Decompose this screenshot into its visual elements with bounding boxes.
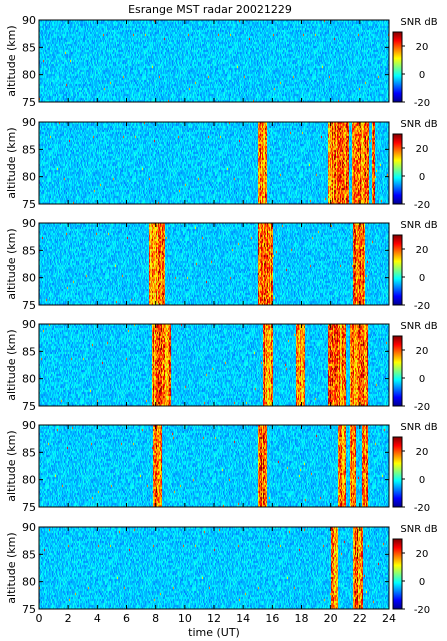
y-tick-label: 80 [22,171,36,184]
colorbar-label: SNR dB [400,422,437,433]
y-tick-label: 85 [22,345,36,358]
y-tick-label: 90 [22,217,36,230]
x-tick-label: 0 [36,612,43,625]
y-axis-label: altitude (km) [5,430,18,501]
y-axis-label: altitude (km) [5,532,18,603]
panel-3: 75 80 85 90 altitude (km) SNR dB -20 0 20 [5,217,438,312]
y-tick-label: 75 [22,501,36,514]
y-tick-label: 80 [22,272,36,285]
heatmap-panel-2 [39,122,389,204]
x-tick-label: 14 [236,612,250,625]
x-tick-label: 18 [295,612,309,625]
colorbar-label: SNR dB [400,524,437,535]
colorbar-tick-label: -20 [414,402,430,413]
colorbar-tick-label: 0 [419,475,425,486]
y-tick-label: 85 [22,548,36,561]
y-axis-label: altitude (km) [5,25,18,96]
colorbar-tick-label: 20 [416,549,429,560]
y-tick-label: 75 [22,198,36,211]
colorbar-tick-label: -20 [414,605,430,616]
x-tick-label: 20 [324,612,338,625]
panel-4: 75 80 85 90 altitude (km) SNR dB -20 0 20 [5,318,438,413]
y-tick-label: 75 [22,96,36,109]
y-tick-label: 75 [22,603,36,616]
y-tick-label: 85 [22,244,36,257]
panel-1: 75 80 85 90 altitude (km) SNR dB -20 0 20 [5,14,438,109]
colorbar-tick-label: 0 [419,273,425,284]
y-tick-label: 90 [22,521,36,534]
y-tick-label: 80 [22,373,36,386]
y-axis-label: altitude (km) [5,228,18,299]
y-tick-label: 90 [22,14,36,27]
x-tick-label: 12 [207,612,221,625]
colorbar [392,335,403,407]
y-tick-label: 90 [22,419,36,432]
x-axis-label: time (UT) [188,626,240,639]
heatmap-panel-5 [39,425,389,507]
panel-2: 75 80 85 90 altitude (km) SNR dB -20 0 20 [5,116,438,211]
y-tick-label: 85 [22,143,36,156]
x-tick-label: 4 [94,612,101,625]
colorbar [392,31,403,103]
colorbar-tick-label: -20 [414,301,430,312]
colorbar-tick-label: -20 [414,98,430,109]
y-axis-label: altitude (km) [5,127,18,198]
y-tick-label: 85 [22,41,36,54]
colorbar [392,538,403,610]
colorbar-label: SNR dB [400,119,437,130]
panel-5: 75 80 85 90 altitude (km) SNR dB -20 0 20 [5,419,438,514]
heatmap-panel-3 [39,223,389,305]
x-tick-label: 8 [152,612,159,625]
colorbar-tick-label: 0 [419,374,425,385]
colorbar-tick-label: -20 [414,200,430,211]
y-tick-label: 85 [22,446,36,459]
colorbar-tick-label: 0 [419,172,425,183]
colorbar-tick-label: -20 [414,503,430,514]
y-tick-label: 80 [22,474,36,487]
x-tick-label: 16 [265,612,279,625]
colorbar [392,436,403,508]
y-tick-label: 80 [22,69,36,82]
colorbar-label: SNR dB [400,17,437,28]
colorbar-tick-label: 20 [416,346,429,357]
colorbar-label: SNR dB [400,321,437,332]
colorbar-label: SNR dB [400,220,437,231]
colorbar-tick-label: 0 [419,577,425,588]
x-tick-label: 10 [178,612,192,625]
colorbar-tick-label: 20 [416,42,429,53]
y-tick-label: 90 [22,116,36,129]
figure-title: Esrange MST radar 20021229 [128,3,292,16]
x-tick-label: 24 [382,612,396,625]
x-tick-label: 22 [353,612,367,625]
y-tick-label: 75 [22,400,36,413]
colorbar-tick-label: 20 [416,245,429,256]
y-tick-label: 75 [22,299,36,312]
x-tick-label: 6 [123,612,130,625]
colorbar [392,234,403,306]
y-tick-label: 90 [22,318,36,331]
x-tick-label: 2 [65,612,72,625]
colorbar-tick-label: 20 [416,447,429,458]
heatmap-panel-6 [39,527,389,609]
colorbar-tick-label: 0 [419,70,425,81]
heatmap-panel-4 [39,324,389,406]
y-axis-label: altitude (km) [5,329,18,400]
heatmap-panel-1 [39,20,389,102]
y-tick-label: 80 [22,576,36,589]
colorbar-tick-label: 20 [416,144,429,155]
colorbar [392,133,403,205]
